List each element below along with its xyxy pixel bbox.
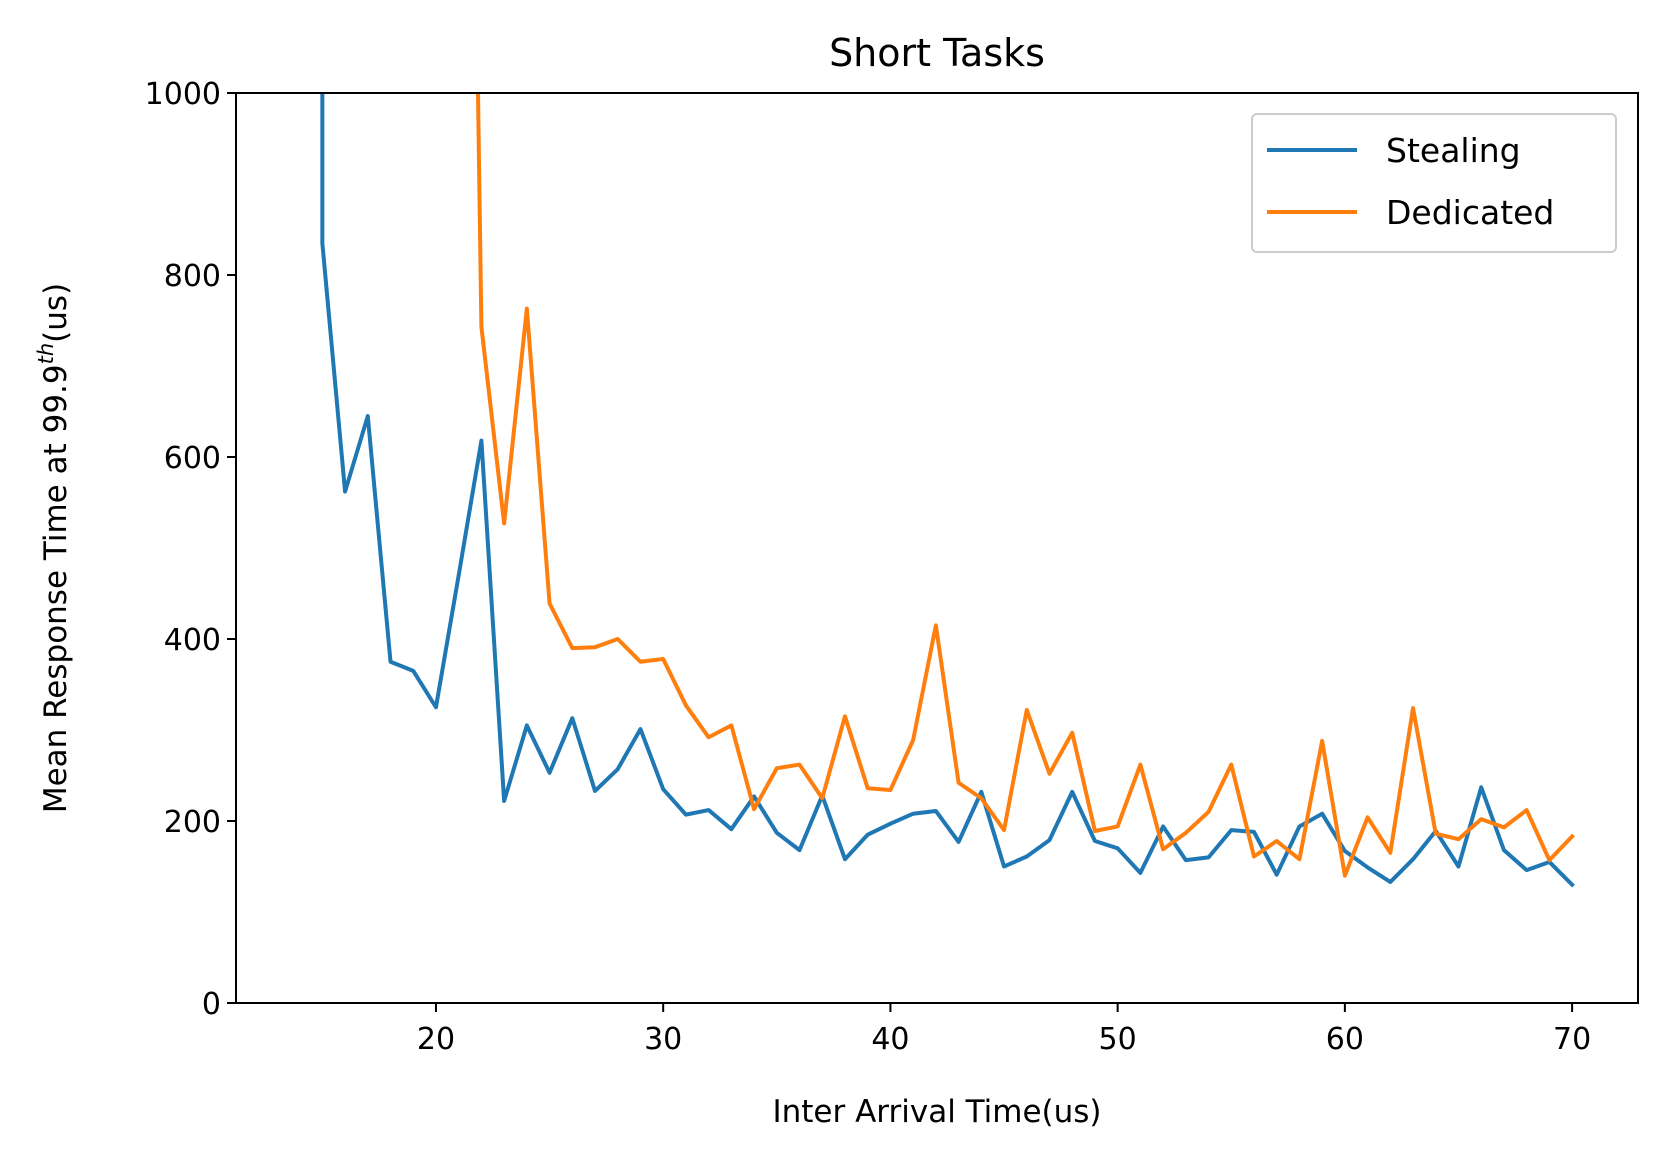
chart-title: Short Tasks <box>829 31 1045 75</box>
y-tick-label: 600 <box>164 441 221 476</box>
y-tick-label: 800 <box>164 259 221 294</box>
series-line-stealing <box>320 93 1575 888</box>
x-tick-label: 20 <box>417 1022 455 1057</box>
y-axis-label-superscript: th <box>34 343 58 365</box>
y-axis-label-suffix: (us) <box>38 283 74 343</box>
x-tick-label: 40 <box>871 1022 909 1057</box>
y-tick-label: 200 <box>164 805 221 840</box>
legend-label-stealing: Stealing <box>1386 131 1521 170</box>
y-axis-label-prefix: Mean Response Time at 99.9 <box>38 364 74 813</box>
y-tick-label: 1000 <box>145 77 221 112</box>
x-tick-label: 30 <box>644 1022 682 1057</box>
plot-frame <box>235 92 1639 1004</box>
x-tick-label: 60 <box>1326 1022 1364 1057</box>
y-tick-label: 0 <box>202 987 221 1022</box>
y-axis-ticks: 0 200 400 600 800 1000 <box>145 77 236 1022</box>
y-axis-label: Mean Response Time at 99.9th(us) <box>34 283 74 813</box>
legend: Stealing Dedicated <box>1251 113 1617 253</box>
y-tick-label: 400 <box>164 623 221 658</box>
x-axis-ticks: 20 30 40 50 60 70 <box>417 1003 1591 1057</box>
x-tick-label: 70 <box>1553 1022 1591 1057</box>
legend-label-dedicated: Dedicated <box>1386 193 1554 232</box>
series-lines <box>320 93 1575 888</box>
x-tick-label: 50 <box>1099 1022 1137 1057</box>
series-line-dedicated <box>475 93 1575 878</box>
x-axis-label: Inter Arrival Time(us) <box>772 1094 1101 1130</box>
